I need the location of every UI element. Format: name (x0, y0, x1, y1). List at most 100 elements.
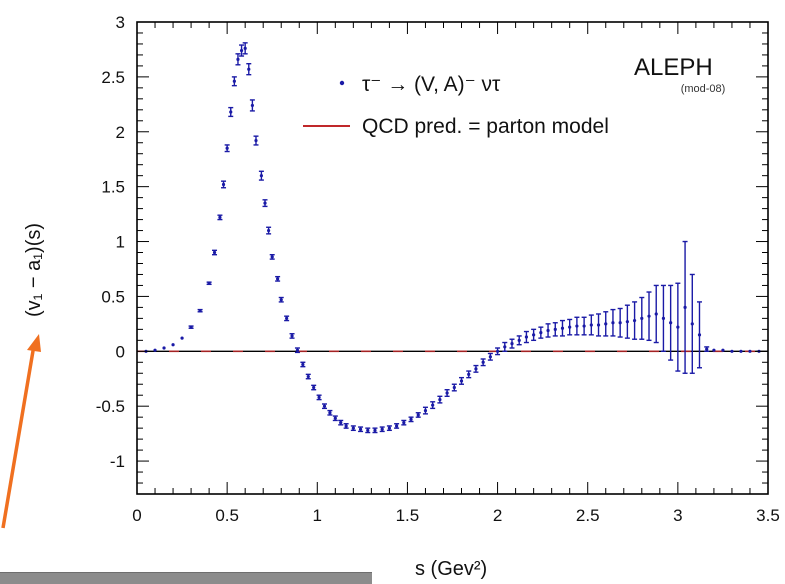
data-point (311, 384, 317, 391)
data-point (632, 301, 638, 340)
data-marker (285, 316, 289, 320)
data-marker (697, 333, 702, 337)
data-marker (225, 146, 229, 150)
data-point (531, 328, 537, 342)
data-marker (452, 385, 456, 390)
data-point (646, 291, 652, 342)
data-point (217, 214, 223, 221)
data-point (430, 401, 436, 410)
data-point (249, 99, 255, 112)
annotation-arrow (1, 334, 41, 529)
x-tick-label: 1 (313, 506, 322, 525)
data-point (278, 296, 284, 303)
x-tick-label: 1.5 (396, 506, 420, 525)
legend-label-data: τ⁻ → (V, A)⁻ ντ (362, 73, 501, 96)
data-point (289, 333, 295, 339)
data-point (451, 383, 457, 392)
experiment-sub-label: (mod-08) (681, 83, 726, 95)
data-marker (445, 391, 449, 395)
data-point (386, 425, 392, 432)
data-point (675, 282, 681, 372)
data-marker (524, 335, 529, 339)
data-marker (669, 321, 673, 325)
data-point (538, 326, 544, 339)
data-marker (198, 309, 202, 313)
data-point (221, 180, 227, 189)
data-point (372, 427, 378, 434)
data-marker (317, 395, 321, 400)
experiment-label: ALEPH (634, 54, 713, 81)
data-point (300, 361, 306, 368)
legend-marker-data (339, 80, 345, 86)
y-axis-label: (v₁ − a₁)(s) (23, 223, 45, 317)
data-marker (739, 349, 743, 353)
data-point (212, 249, 218, 256)
data-point (253, 135, 259, 146)
data-point (660, 284, 666, 353)
data-marker (254, 138, 258, 143)
data-marker (171, 343, 175, 347)
data-marker (632, 318, 637, 323)
data-marker (232, 79, 236, 83)
data-marker (247, 67, 251, 71)
data-marker (328, 411, 332, 415)
data-point (343, 423, 349, 429)
x-tick-label: 3.5 (756, 506, 780, 525)
data-point (444, 389, 450, 398)
data-marker (312, 385, 316, 390)
data-marker (295, 348, 300, 352)
data-marker (153, 348, 157, 352)
data-point (721, 348, 725, 352)
x-tick-label: 0 (132, 506, 141, 525)
data-marker (748, 349, 752, 353)
data-marker (322, 404, 327, 408)
y-tick-label: 1 (116, 233, 125, 252)
data-marker (532, 333, 536, 337)
data-point (394, 423, 400, 429)
data-point (730, 349, 734, 353)
x-tick-label: 2.5 (576, 506, 600, 525)
data-point (284, 315, 290, 322)
plot-frame (136, 21, 769, 495)
data-point (266, 226, 272, 235)
data-point (180, 336, 184, 340)
data-point (332, 415, 338, 422)
data-marker (582, 324, 586, 328)
data-marker (495, 349, 500, 353)
x-tick-label: 2 (493, 506, 502, 525)
y-tick-label: -0.5 (96, 397, 125, 416)
data-marker (683, 305, 687, 309)
data-marker (712, 348, 716, 352)
data-point (294, 347, 300, 354)
data-marker (301, 362, 305, 367)
data-point (408, 416, 414, 423)
data-point (258, 170, 264, 181)
data-point (262, 199, 268, 208)
data-marker (625, 320, 629, 324)
data-point (596, 313, 602, 337)
data-point (171, 343, 175, 347)
data-point (603, 311, 609, 337)
data-marker (730, 349, 734, 353)
data-point (231, 76, 237, 87)
data-marker (503, 345, 507, 349)
data-marker (640, 316, 644, 320)
data-marker (236, 57, 240, 61)
data-point (552, 322, 558, 337)
data-point (224, 144, 230, 153)
data-marker (395, 424, 399, 428)
y-tick-label: 1.5 (101, 178, 125, 197)
data-point (712, 348, 716, 352)
data-marker (661, 316, 666, 320)
data-point (316, 394, 322, 401)
data-point (523, 330, 529, 344)
data-marker (721, 348, 725, 352)
plot-area (137, 42, 768, 434)
data-marker (618, 321, 622, 325)
data-marker (402, 421, 406, 425)
data-point (239, 44, 245, 57)
data-point (617, 307, 623, 338)
data-point (466, 370, 472, 379)
legend-label-qcd: QCD pred. = parton model (362, 115, 609, 138)
data-point (624, 304, 630, 339)
